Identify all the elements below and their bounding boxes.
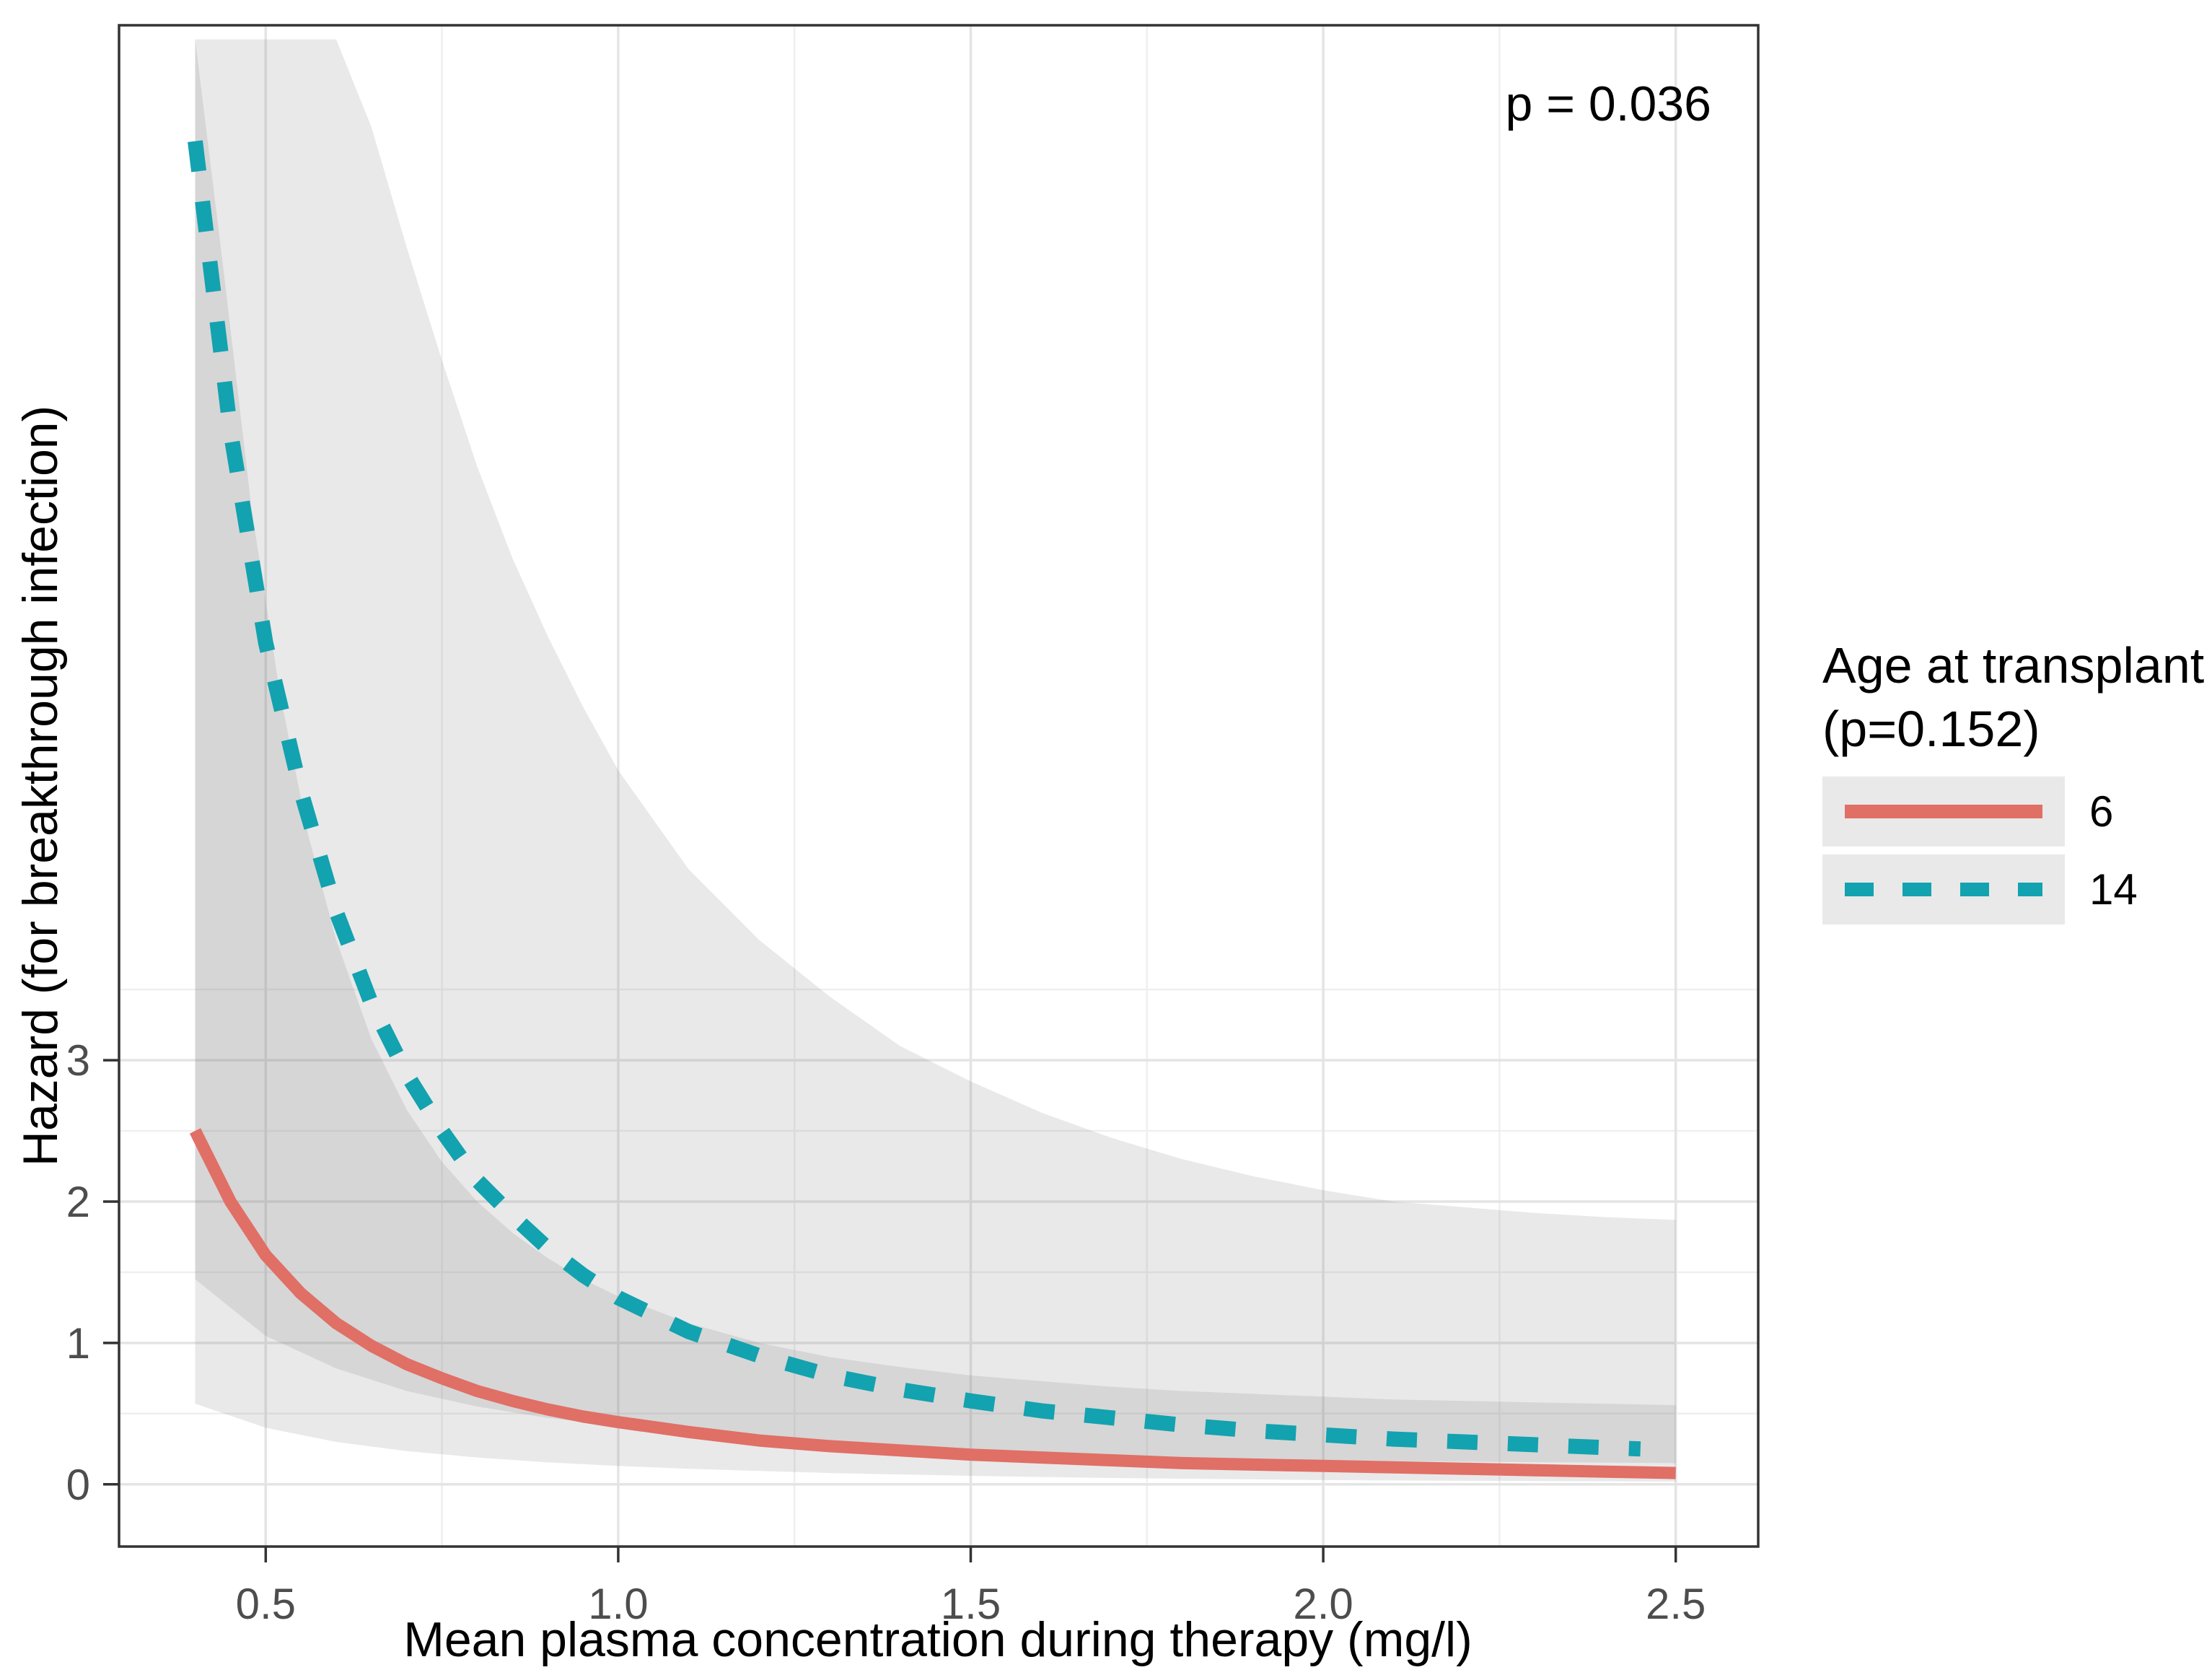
solid-line-swatch-icon — [1845, 805, 2042, 819]
y-tick-label: 0 — [66, 1461, 90, 1509]
hazard-curve-6 — [189, 1128, 1676, 1479]
x-tick-label: 0.5 — [236, 1580, 296, 1628]
x-tick-label: 2.5 — [1646, 1580, 1706, 1628]
y-tick-label: 1 — [66, 1319, 90, 1368]
legend-title-line2: (p=0.152) — [1822, 701, 2040, 758]
panel-background — [119, 25, 1758, 1547]
confidence-ribbon-14 — [195, 39, 1676, 1464]
legend-title-line1: Age at transplant — [1822, 637, 2205, 694]
dashed-line-swatch-icon — [1845, 883, 2042, 897]
legend: Age at transplant (p=0.152) 6 14 — [1822, 634, 2212, 932]
x-axis-title: Mean plasma concentration during therapy… — [403, 1612, 1473, 1667]
legend-key-dashed-line — [1822, 854, 2065, 925]
legend-item-age-14: 14 — [1822, 854, 2212, 925]
legend-title: Age at transplant (p=0.152) — [1822, 634, 2212, 761]
x-tick-label: 1.0 — [588, 1580, 648, 1628]
x-tick-label: 1.5 — [941, 1580, 1001, 1628]
legend-item-label-6: 6 — [2089, 787, 2114, 836]
y-tick-label: 2 — [66, 1178, 90, 1226]
confidence-ribbon-6 — [195, 39, 1676, 1482]
panel-border — [118, 24, 1760, 1548]
y-axis-title: Hazard (for breakthrough infection) — [13, 405, 68, 1167]
x-tick-label: 2.0 — [1293, 1580, 1353, 1628]
legend-key-solid-line — [1822, 777, 2065, 847]
legend-item-label-14: 14 — [2089, 865, 2138, 914]
legend-rows: 6 14 — [1822, 777, 2212, 925]
legend-item-age-6: 6 — [1822, 777, 2212, 847]
p-value-annotation: p = 0.036 — [1505, 76, 1711, 131]
y-tick-label: 3 — [66, 1036, 90, 1085]
